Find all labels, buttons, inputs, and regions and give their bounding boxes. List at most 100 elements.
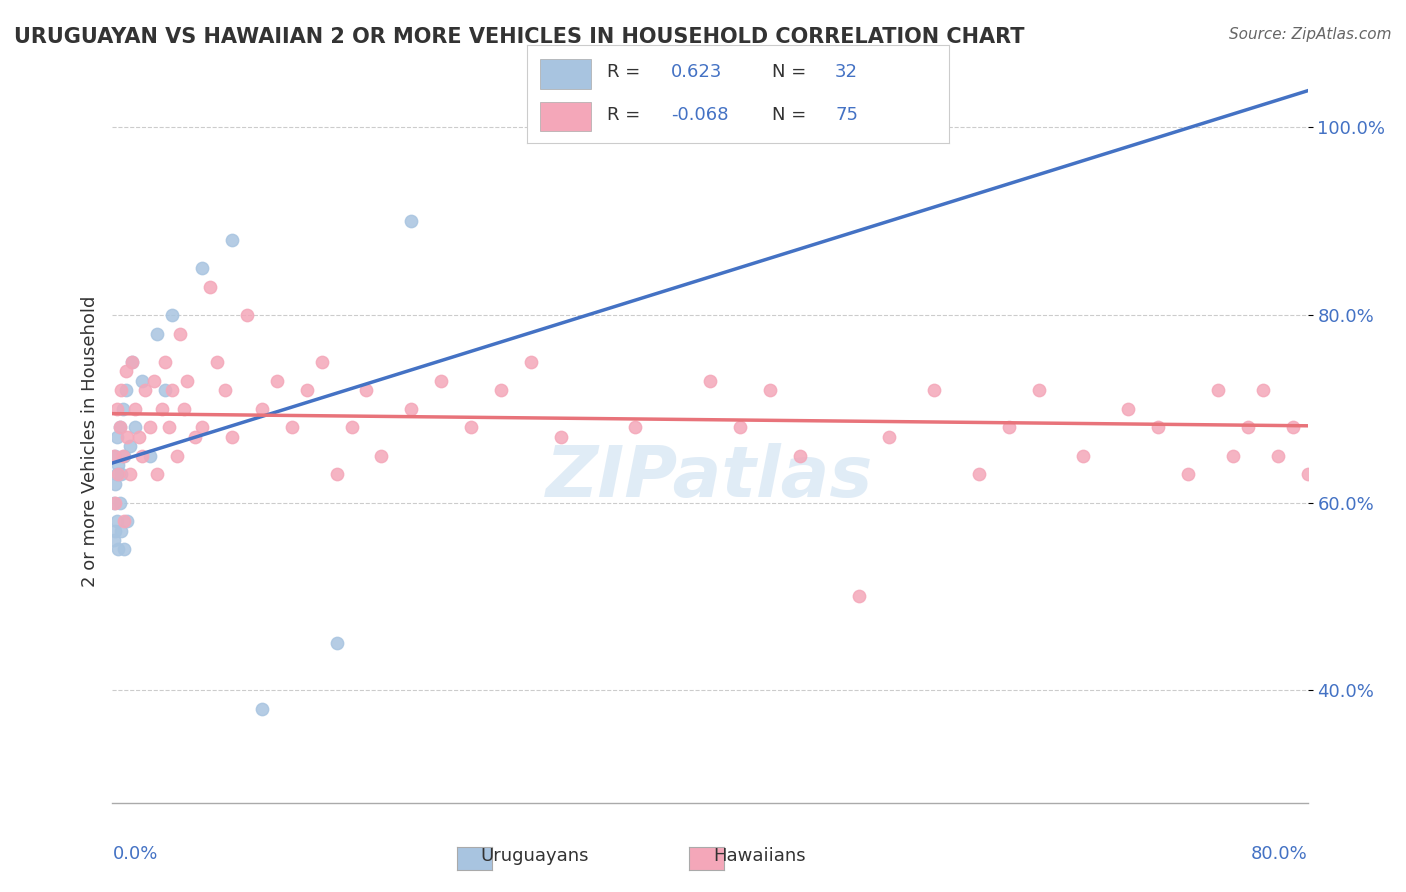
Point	[295, 383, 318, 397]
Point	[131, 449, 153, 463]
Point	[759, 383, 782, 397]
Point	[922, 383, 945, 397]
Point	[1222, 449, 1244, 463]
Text: R =: R =	[607, 63, 647, 81]
Point	[103, 449, 125, 463]
Point	[250, 702, 273, 716]
Text: R =: R =	[607, 106, 647, 124]
Point	[1341, 383, 1364, 397]
Point	[121, 355, 143, 369]
Point	[124, 401, 146, 416]
Point	[150, 401, 173, 416]
Point	[198, 279, 221, 293]
Point	[1357, 355, 1379, 369]
Point	[205, 355, 228, 369]
Point	[325, 636, 347, 650]
Text: N =: N =	[772, 63, 811, 81]
Point	[139, 449, 162, 463]
Point	[1251, 383, 1274, 397]
Point	[221, 430, 243, 444]
Point	[110, 467, 132, 482]
Point	[169, 326, 191, 341]
Text: 0.623: 0.623	[671, 63, 723, 81]
FancyBboxPatch shape	[540, 59, 591, 89]
Point	[1312, 374, 1334, 388]
Point	[124, 420, 146, 434]
Point	[105, 430, 128, 444]
Text: 80.0%: 80.0%	[1251, 845, 1308, 863]
Y-axis label: 2 or more Vehicles in Household: 2 or more Vehicles in Household	[80, 296, 98, 587]
Text: 0.0%: 0.0%	[112, 845, 157, 863]
Text: N =: N =	[772, 106, 811, 124]
Point	[131, 374, 153, 388]
Point	[1237, 420, 1260, 434]
Text: -0.068: -0.068	[671, 106, 728, 124]
Point	[401, 214, 423, 228]
Text: Uruguayans: Uruguayans	[479, 847, 589, 865]
Point	[146, 467, 169, 482]
Point	[401, 401, 423, 416]
Point	[139, 420, 162, 434]
Point	[110, 383, 132, 397]
Point	[162, 308, 183, 322]
Point	[1073, 449, 1095, 463]
Point	[110, 524, 132, 538]
Point	[1281, 420, 1303, 434]
Point	[191, 420, 214, 434]
Point	[879, 430, 901, 444]
Point	[107, 467, 129, 482]
Point	[108, 420, 131, 434]
Point	[1206, 383, 1229, 397]
Point	[105, 467, 128, 482]
Point	[120, 439, 142, 453]
Point	[489, 383, 512, 397]
Point	[183, 430, 205, 444]
Point	[173, 401, 195, 416]
Point	[104, 524, 127, 538]
Point	[1147, 420, 1170, 434]
Point	[699, 374, 721, 388]
Point	[624, 420, 647, 434]
Point	[356, 383, 378, 397]
Text: URUGUAYAN VS HAWAIIAN 2 OR MORE VEHICLES IN HOUSEHOLD CORRELATION CHART: URUGUAYAN VS HAWAIIAN 2 OR MORE VEHICLES…	[14, 27, 1025, 46]
Point	[1118, 401, 1140, 416]
Point	[1267, 449, 1289, 463]
Point	[128, 430, 150, 444]
Point	[117, 514, 139, 528]
Point	[1028, 383, 1050, 397]
Point	[107, 542, 129, 557]
Text: ZIPatlas: ZIPatlas	[547, 443, 873, 512]
Point	[115, 364, 138, 378]
Point	[460, 420, 482, 434]
Point	[1296, 467, 1319, 482]
Point	[430, 374, 453, 388]
Text: Hawaiians: Hawaiians	[713, 847, 806, 865]
Point	[967, 467, 990, 482]
Point	[105, 401, 128, 416]
Point	[104, 495, 127, 509]
Point	[107, 458, 129, 472]
Point	[121, 355, 143, 369]
Point	[1177, 467, 1199, 482]
Text: 32: 32	[835, 63, 858, 81]
Point	[114, 449, 135, 463]
Point	[728, 420, 751, 434]
Point	[153, 355, 176, 369]
Point	[108, 495, 131, 509]
Point	[370, 449, 392, 463]
FancyBboxPatch shape	[540, 102, 591, 131]
Point	[550, 430, 572, 444]
Point	[340, 420, 363, 434]
Point	[176, 374, 198, 388]
Point	[103, 533, 125, 547]
Point	[789, 449, 811, 463]
Point	[848, 590, 870, 604]
Point	[281, 420, 304, 434]
Point	[120, 467, 142, 482]
Point	[998, 420, 1021, 434]
Point	[153, 383, 176, 397]
Point	[520, 355, 543, 369]
Point	[114, 542, 135, 557]
Point	[108, 420, 131, 434]
Point	[111, 401, 134, 416]
